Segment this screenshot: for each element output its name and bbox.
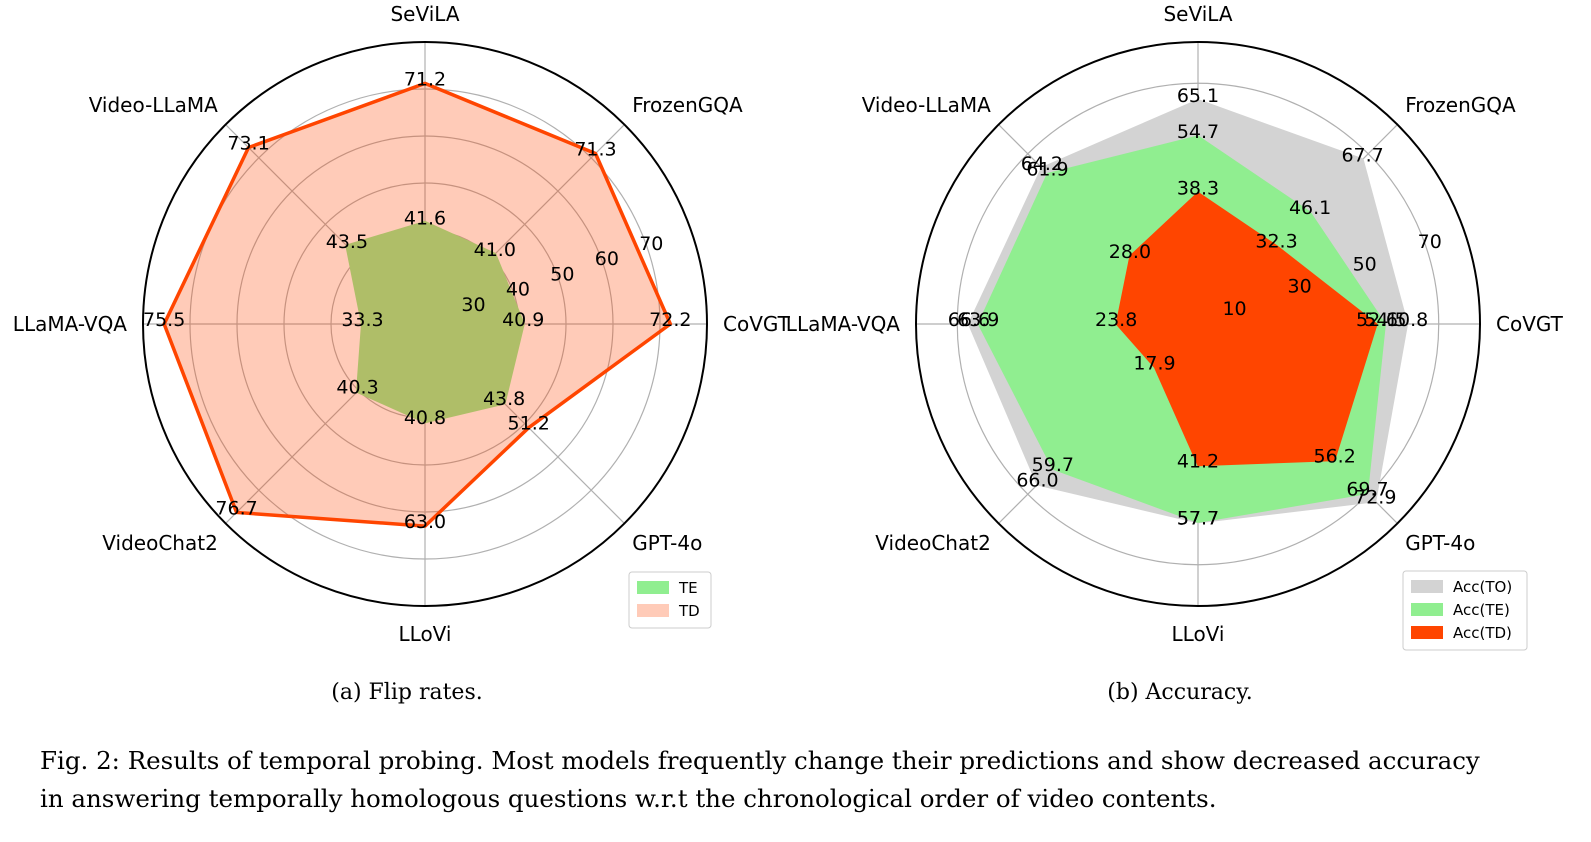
value-label-te-videochat2: 40.3 xyxy=(336,376,378,398)
legend: Acc(TO) Acc(TE) Acc(TD) xyxy=(1402,570,1528,651)
axis-label-gpt-4o: GPT-4o xyxy=(632,531,702,555)
value-label-acc-te-frozengqa: 46.1 xyxy=(1289,197,1331,219)
rtick-label-50: 50 xyxy=(1353,253,1377,275)
value-label-acc-to-llovi: 57.7 xyxy=(1177,507,1219,529)
value-label-acc-to-frozengqa: 67.7 xyxy=(1341,144,1383,166)
value-label-te-video-llama: 43.5 xyxy=(326,231,368,253)
value-label-acc-te-sevila: 54.7 xyxy=(1177,121,1219,143)
radar-chart-1: 30 40 50 60 70 41.6 41.0 40.9 43.8 40.8 40.3 33.3 43… xyxy=(13,2,791,646)
axis-label-llama-vqa: LLaMA-VQA xyxy=(786,312,901,336)
legend-swatch-te xyxy=(637,581,669,594)
figure-caption: Fig. 2: Results of temporal probing. Mos… xyxy=(40,742,1570,818)
axis-label-video-llama: Video-LLaMA xyxy=(862,93,991,117)
rtick-label-50: 50 xyxy=(550,263,574,285)
rtick-label-70: 70 xyxy=(1418,231,1442,253)
value-label-acc-td-gpt-4o: 56.2 xyxy=(1314,446,1356,468)
legend-label-td: TD xyxy=(678,602,700,620)
value-label-td-sevila: 71.2 xyxy=(404,68,446,90)
axis-label-frozengqa: FrozenGQA xyxy=(1405,93,1516,117)
axis-label-gpt-4o: GPT-4o xyxy=(1405,531,1475,555)
series-acc-td-area xyxy=(1115,191,1378,467)
value-label-te-gpt-4o: 43.8 xyxy=(483,388,525,410)
legend-swatch-td xyxy=(637,604,669,617)
radar-chart-2: 10 30 50 70 65.1 67.7 60.8 72.9 57.7 66.0 66.6 64.2… xyxy=(786,2,1564,651)
value-label-td-gpt-4o: 51.2 xyxy=(508,413,550,435)
rtick-label-30: 30 xyxy=(461,294,485,316)
axis-label-frozengqa: FrozenGQA xyxy=(632,93,743,117)
value-label-td-frozengqa: 71.3 xyxy=(574,139,616,161)
value-label-acc-td-frozengqa: 32.3 xyxy=(1255,230,1297,252)
series-td-area xyxy=(162,81,673,528)
outer-circle xyxy=(915,41,1481,607)
legend-swatch-acc-te xyxy=(1411,603,1443,616)
series-te-area xyxy=(345,220,525,424)
subcaption-accuracy: (b) Accuracy. xyxy=(1107,680,1253,705)
legend-label-te: TE xyxy=(678,579,698,597)
value-label-acc-te-llovi: 57.7 xyxy=(1177,507,1219,529)
value-label-acc-te-videochat2: 59.7 xyxy=(1032,454,1074,476)
outer-circle xyxy=(142,41,708,607)
axis-label-llama-vqa: LLaMA-VQA xyxy=(13,312,128,336)
axis-label-videochat2: VideoChat2 xyxy=(102,531,218,555)
legend-label-acc-te: Acc(TE) xyxy=(1453,601,1510,619)
value-label-acc-to-sevila: 65.1 xyxy=(1177,85,1219,107)
legend: TE TD xyxy=(628,571,712,629)
subcaption-flip-rates: (a) Flip rates. xyxy=(331,680,483,705)
value-label-acc-te-llama-vqa: 63.9 xyxy=(957,309,999,331)
axis-label-videochat2: VideoChat2 xyxy=(875,531,991,555)
axis-label-video-llama: Video-LLaMA xyxy=(89,93,218,117)
value-label-td-videochat2: 76.7 xyxy=(215,497,257,519)
value-label-td-llama-vqa: 75.5 xyxy=(143,309,185,331)
rtick-label-30: 30 xyxy=(1288,276,1312,298)
value-label-td-video-llama: 73.1 xyxy=(227,133,269,155)
value-label-acc-to-covgt: 60.8 xyxy=(1386,309,1428,331)
value-label-acc-td-sevila: 38.3 xyxy=(1177,177,1219,199)
value-label-acc-td-llama-vqa: 23.8 xyxy=(1095,309,1137,331)
rtick-label-40: 40 xyxy=(506,279,530,301)
axis-label-llovi: LLoVi xyxy=(1172,622,1225,646)
axis-label-covgt: CoVGT xyxy=(1496,312,1564,336)
value-label-acc-to-gpt-4o: 72.9 xyxy=(1354,486,1396,508)
rtick-label-10: 10 xyxy=(1222,298,1246,320)
rtick-label-60: 60 xyxy=(595,248,619,270)
axis-label-sevila: SeViLA xyxy=(390,2,459,26)
legend-swatch-acc-to xyxy=(1411,580,1443,593)
value-label-acc-to-videochat2: 66.0 xyxy=(1016,469,1058,491)
caption-line-2: in answering temporally homologous quest… xyxy=(40,784,1217,813)
legend-label-acc-td: Acc(TD) xyxy=(1453,624,1512,642)
axis-label-sevila: SeViLA xyxy=(1163,2,1232,26)
value-label-acc-te-covgt: 54.5 xyxy=(1364,309,1406,331)
figure: 30 40 50 60 70 41.6 41.0 40.9 43.8 40.8 40.3 33.3 43… xyxy=(13,2,1564,651)
value-label-acc-td-videochat2: 17.9 xyxy=(1133,353,1175,375)
value-label-te-sevila: 41.6 xyxy=(404,207,446,229)
value-label-acc-to-llama-vqa: 66.6 xyxy=(948,309,990,331)
axis-label-covgt: CoVGT xyxy=(723,312,791,336)
axis-label-llovi: LLoVi xyxy=(399,622,452,646)
value-label-te-llovi: 40.8 xyxy=(404,407,446,429)
value-label-te-covgt: 40.9 xyxy=(502,309,544,331)
value-label-te-llama-vqa: 33.3 xyxy=(341,309,383,331)
value-label-te-frozengqa: 41.0 xyxy=(474,239,516,261)
value-label-acc-te-video-llama: 61.9 xyxy=(1026,158,1068,180)
value-label-acc-td-llovi: 41.2 xyxy=(1177,451,1219,473)
value-label-acc-td-video-llama: 28.0 xyxy=(1109,241,1151,263)
legend-label-acc-to: Acc(TO) xyxy=(1453,578,1512,596)
rtick-label-70: 70 xyxy=(639,233,663,255)
value-label-acc-td-covgt: 52.1 xyxy=(1356,309,1398,331)
value-label-td-covgt: 72.2 xyxy=(649,309,691,331)
value-label-td-llovi: 63.0 xyxy=(404,511,446,533)
value-label-acc-te-gpt-4o: 69.7 xyxy=(1346,478,1388,500)
caption-line-1: Fig. 2: Results of temporal probing. Mos… xyxy=(40,746,1480,775)
legend-swatch-acc-td xyxy=(1411,626,1443,639)
value-label-acc-to-video-llama: 64.2 xyxy=(1021,153,1063,175)
